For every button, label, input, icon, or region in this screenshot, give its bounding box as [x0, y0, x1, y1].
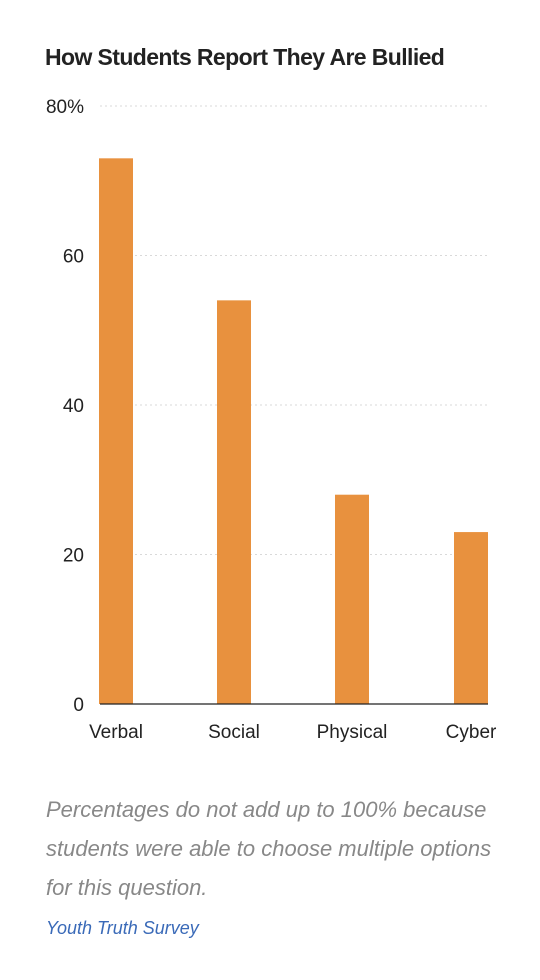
y-tick-label: 20: [63, 546, 84, 567]
bar-cyber: [454, 532, 488, 704]
x-tick-label: Physical: [317, 722, 388, 743]
bar-social: [217, 300, 251, 704]
x-tick-label: Cyber: [446, 722, 497, 743]
y-tick-label: 0: [73, 695, 84, 716]
bar-physical: [335, 494, 369, 704]
x-tick-label: Verbal: [89, 722, 143, 743]
y-tick-label: 60: [63, 247, 84, 268]
chart-note: Percentages do not add up to 100% becaus…: [46, 797, 492, 900]
bar-chart: 0 20 40 60 80% Verbal Social Physical Cyber: [46, 97, 497, 743]
y-tick-label: 80%: [46, 97, 84, 118]
source-link[interactable]: Youth Truth Survey: [46, 918, 199, 938]
x-tick-label: Social: [208, 722, 260, 743]
chart-title: How Students Report They Are Bullied: [45, 44, 445, 70]
bar-verbal: [99, 158, 133, 704]
y-tick-label: 40: [63, 396, 84, 417]
